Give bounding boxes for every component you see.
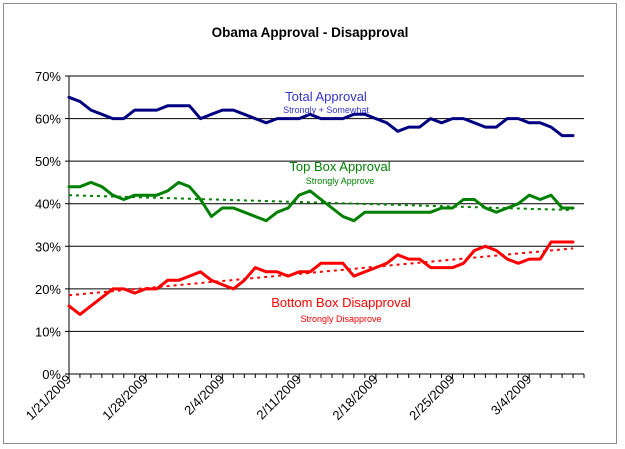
x-tick-label: 2/4/2009 bbox=[181, 372, 227, 418]
y-tick-label: 40% bbox=[35, 197, 61, 212]
trendline-1 bbox=[68, 194, 574, 212]
chart-title: Obama Approval - Disapproval bbox=[212, 25, 409, 40]
series-lines bbox=[67, 95, 575, 316]
series-line-1 bbox=[67, 180, 575, 223]
chart-canvas: Obama Approval - Disapproval Total Appro… bbox=[23, 25, 585, 424]
y-tick-label: 70% bbox=[35, 69, 61, 84]
annotation-sublabel: Strongly Disapprove bbox=[300, 314, 381, 324]
x-tick-label: 3/4/2009 bbox=[488, 372, 534, 418]
x-tick-label: 2/18/2009 bbox=[329, 372, 381, 424]
axes bbox=[65, 75, 585, 378]
annotation-label: Total Approval bbox=[285, 89, 367, 104]
series-line-0 bbox=[67, 95, 575, 138]
annotation-label: Top Box Approval bbox=[289, 159, 390, 174]
series-line-2 bbox=[67, 240, 575, 316]
y-tick-labels: 0% 10% 20% 30% 40% 50% 60% 70% bbox=[35, 69, 61, 382]
y-tick-label: 50% bbox=[35, 154, 61, 169]
y-tick-label: 30% bbox=[35, 239, 61, 254]
annotation-label: Bottom Box Disapproval bbox=[271, 295, 411, 310]
x-tick-labels: 1/21/2009 1/28/2009 2/4/2009 2/11/2009 2/18/… bbox=[23, 372, 535, 424]
y-tick-label: 20% bbox=[35, 282, 61, 297]
y-tick-label: 0% bbox=[42, 367, 61, 382]
chart-frame: Obama Approval - Disapproval Total Appro… bbox=[3, 3, 617, 444]
y-tick-label: 60% bbox=[35, 112, 61, 127]
x-tick-label: 2/25/2009 bbox=[406, 372, 458, 424]
y-tick-label: 10% bbox=[35, 324, 61, 339]
annotation-sublabel: Strongly Approve bbox=[306, 176, 375, 186]
annotation-sublabel: Strongly + Somewhat bbox=[283, 105, 369, 115]
x-tick-label: 2/11/2009 bbox=[253, 372, 304, 423]
x-tick-label: 1/28/2009 bbox=[99, 372, 151, 424]
